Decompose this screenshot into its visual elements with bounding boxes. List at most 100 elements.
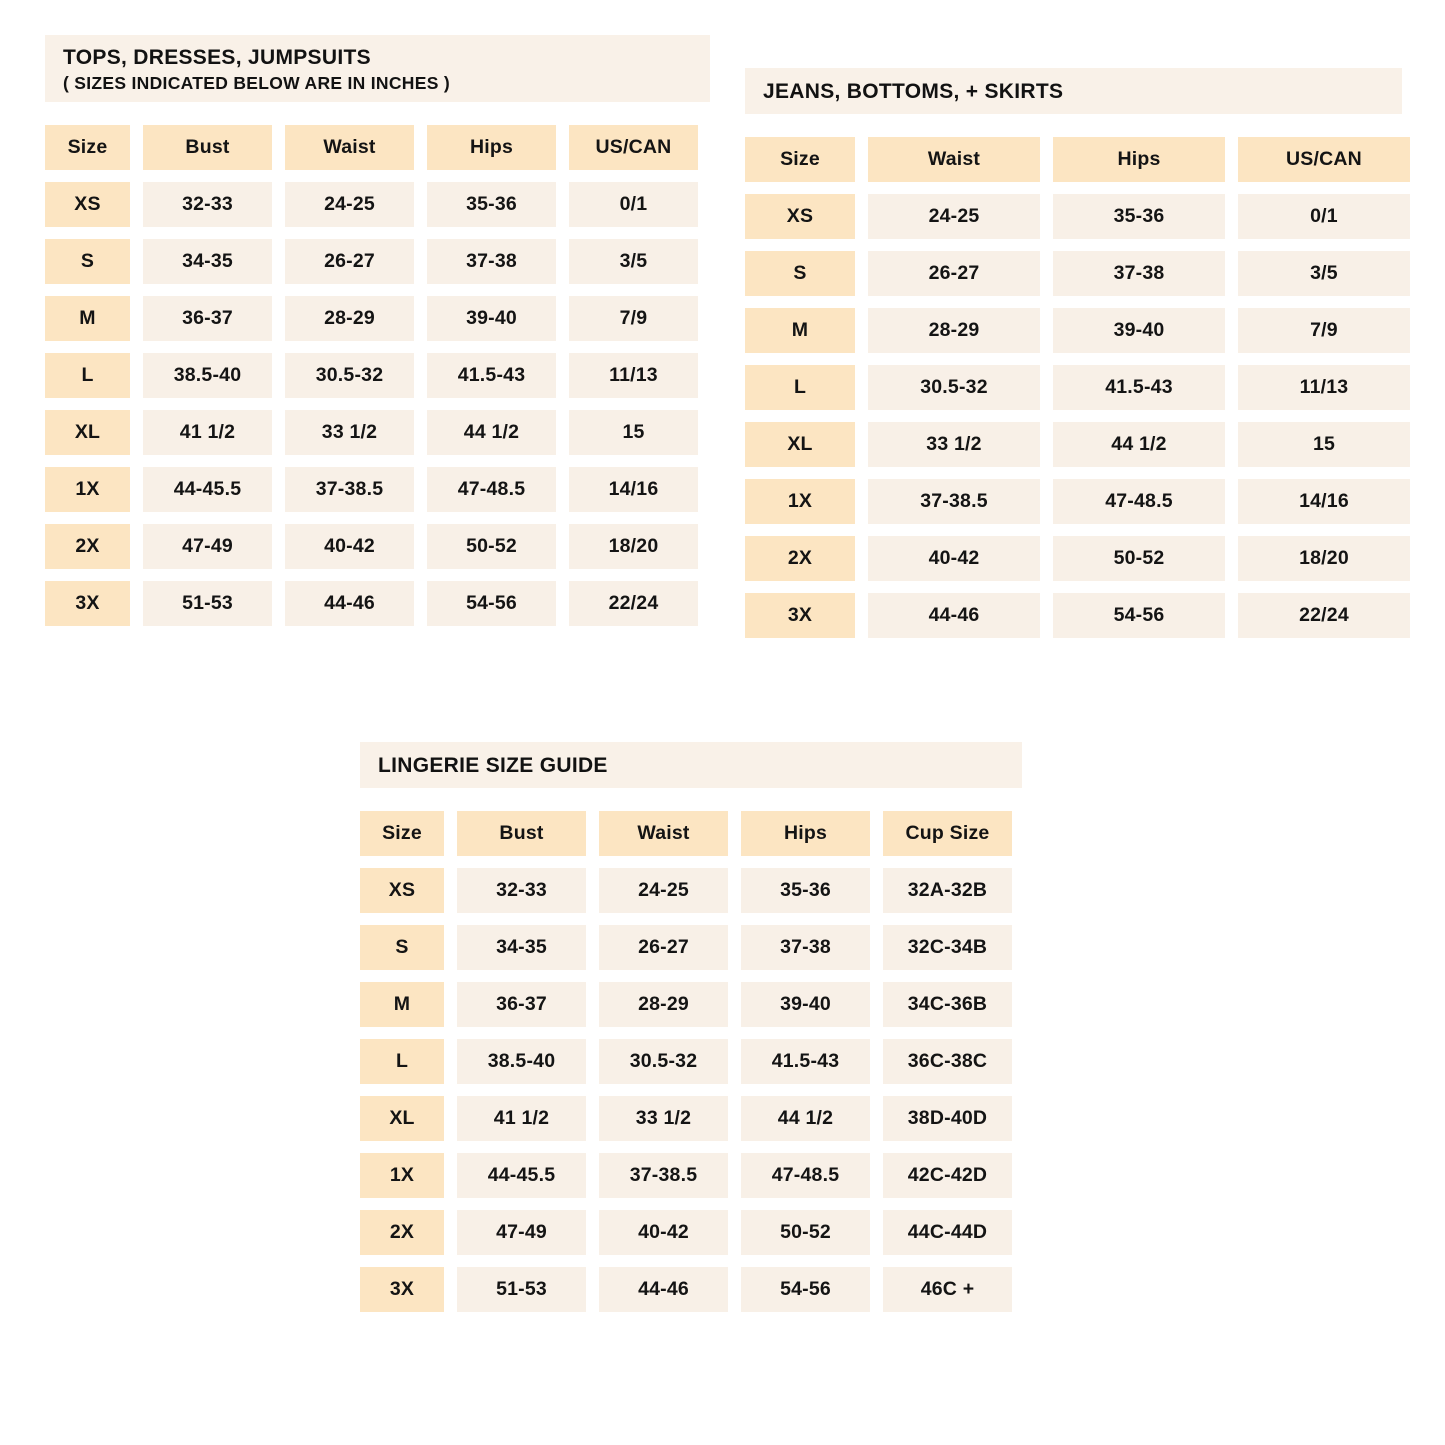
table-row: L 38.5-40 30.5-32 41.5-43 36C-38C xyxy=(360,1039,1012,1084)
table-row: 2X 47-49 40-42 50-52 18/20 xyxy=(45,524,698,569)
measurement-cell: 35-36 xyxy=(427,182,556,227)
table-row: S 26-27 37-38 3/5 xyxy=(745,251,1410,296)
measurement-cell: 47-48.5 xyxy=(1053,479,1225,524)
measurement-cell: 37-38 xyxy=(1053,251,1225,296)
measurement-cell: 38D-40D xyxy=(883,1096,1012,1141)
measurement-cell: 18/20 xyxy=(569,524,698,569)
column-header-waist: Waist xyxy=(599,811,728,856)
measurement-cell: 39-40 xyxy=(1053,308,1225,353)
table-row: S 34-35 26-27 37-38 32C-34B xyxy=(360,925,1012,970)
measurement-cell: 38.5-40 xyxy=(143,353,272,398)
table-row: 1X 37-38.5 47-48.5 14/16 xyxy=(745,479,1410,524)
table-row: 2X 47-49 40-42 50-52 44C-44D xyxy=(360,1210,1012,1255)
table-row: XS 24-25 35-36 0/1 xyxy=(745,194,1410,239)
measurement-cell: 38.5-40 xyxy=(457,1039,586,1084)
measurement-cell: 35-36 xyxy=(1053,194,1225,239)
measurement-cell: 36-37 xyxy=(143,296,272,341)
measurement-cell: 41 1/2 xyxy=(457,1096,586,1141)
measurement-cell: 40-42 xyxy=(868,536,1040,581)
measurement-cell: 30.5-32 xyxy=(285,353,414,398)
measurement-cell: 44-46 xyxy=(285,581,414,626)
measurement-cell: 37-38.5 xyxy=(599,1153,728,1198)
measurement-cell: 7/9 xyxy=(1238,308,1410,353)
size-label-cell: M xyxy=(745,308,855,353)
measurement-cell: 11/13 xyxy=(1238,365,1410,410)
measurement-cell: 30.5-32 xyxy=(868,365,1040,410)
measurement-cell: 34-35 xyxy=(457,925,586,970)
measurement-cell: 32-33 xyxy=(143,182,272,227)
column-header-size: Size xyxy=(745,137,855,182)
measurement-cell: 24-25 xyxy=(868,194,1040,239)
column-header-hips: Hips xyxy=(427,125,556,170)
measurement-cell: 44 1/2 xyxy=(427,410,556,455)
measurement-cell: 54-56 xyxy=(741,1267,870,1312)
size-label-cell: 3X xyxy=(360,1267,444,1312)
table-row: L 30.5-32 41.5-43 11/13 xyxy=(745,365,1410,410)
measurement-cell: 54-56 xyxy=(1053,593,1225,638)
table-row: XS 32-33 24-25 35-36 32A-32B xyxy=(360,868,1012,913)
size-label-cell: XL xyxy=(360,1096,444,1141)
measurement-cell: 37-38.5 xyxy=(868,479,1040,524)
lingerie-title: LINGERIE SIZE GUIDE xyxy=(378,754,608,777)
size-label-cell: 3X xyxy=(45,581,130,626)
size-label-cell: 3X xyxy=(745,593,855,638)
measurement-cell: 47-48.5 xyxy=(741,1153,870,1198)
size-label-cell: 1X xyxy=(360,1153,444,1198)
measurement-cell: 35-36 xyxy=(741,868,870,913)
table-row: 3X 51-53 44-46 54-56 46C + xyxy=(360,1267,1012,1312)
size-label-cell: L xyxy=(360,1039,444,1084)
column-header-bust: Bust xyxy=(457,811,586,856)
size-label-cell: M xyxy=(360,982,444,1027)
size-label-cell: XS xyxy=(45,182,130,227)
column-header-size: Size xyxy=(360,811,444,856)
measurement-cell: 40-42 xyxy=(285,524,414,569)
measurement-cell: 3/5 xyxy=(569,239,698,284)
table-row: 2X 40-42 50-52 18/20 xyxy=(745,536,1410,581)
table-row: 1X 44-45.5 37-38.5 47-48.5 42C-42D xyxy=(360,1153,1012,1198)
size-label-cell: L xyxy=(45,353,130,398)
size-label-cell: 2X xyxy=(360,1210,444,1255)
measurement-cell: 51-53 xyxy=(143,581,272,626)
table-row: XL 41 1/2 33 1/2 44 1/2 38D-40D xyxy=(360,1096,1012,1141)
tops-title: TOPS, DRESSES, JUMPSUITS xyxy=(63,46,371,69)
measurement-cell: 44-45.5 xyxy=(143,467,272,512)
table-row: L 38.5-40 30.5-32 41.5-43 11/13 xyxy=(45,353,698,398)
measurement-cell: 47-48.5 xyxy=(427,467,556,512)
measurement-cell: 41.5-43 xyxy=(1053,365,1225,410)
table-row: M 36-37 28-29 39-40 7/9 xyxy=(45,296,698,341)
measurement-cell: 26-27 xyxy=(599,925,728,970)
measurement-cell: 14/16 xyxy=(1238,479,1410,524)
measurement-cell: 0/1 xyxy=(569,182,698,227)
measurement-cell: 18/20 xyxy=(1238,536,1410,581)
size-label-cell: M xyxy=(45,296,130,341)
table-row: M 28-29 39-40 7/9 xyxy=(745,308,1410,353)
measurement-cell: 7/9 xyxy=(569,296,698,341)
measurement-cell: 24-25 xyxy=(285,182,414,227)
column-header-cup-size: Cup Size xyxy=(883,811,1012,856)
measurement-cell: 15 xyxy=(1238,422,1410,467)
size-label-cell: 1X xyxy=(745,479,855,524)
measurement-cell: 37-38.5 xyxy=(285,467,414,512)
measurement-cell: 50-52 xyxy=(741,1210,870,1255)
tops-subtitle: ( SIZES INDICATED BELOW ARE IN INCHES ) xyxy=(63,72,450,93)
measurement-cell: 32-33 xyxy=(457,868,586,913)
size-label-cell: S xyxy=(745,251,855,296)
size-label-cell: XS xyxy=(745,194,855,239)
measurement-cell: 30.5-32 xyxy=(599,1039,728,1084)
measurement-cell: 0/1 xyxy=(1238,194,1410,239)
size-label-cell: XL xyxy=(45,410,130,455)
table-row: XL 41 1/2 33 1/2 44 1/2 15 xyxy=(45,410,698,455)
table-header-row: Size Bust Waist Hips US/CAN xyxy=(45,125,698,170)
measurement-cell: 36-37 xyxy=(457,982,586,1027)
lingerie-table-body: XS 32-33 24-25 35-36 32A-32B S 34-35 26-27 37-38… xyxy=(360,868,1012,1312)
measurement-cell: 37-38 xyxy=(741,925,870,970)
size-guide-tops: TOPS, DRESSES, JUMPSUITS ( SIZES INDICAT… xyxy=(45,35,710,626)
size-label-cell: 2X xyxy=(745,536,855,581)
size-label-cell: 1X xyxy=(45,467,130,512)
column-header-waist: Waist xyxy=(285,125,414,170)
jeans-table-body: XS 24-25 35-36 0/1 S 26-27 37-38 3/5 M 28-29 39-40… xyxy=(745,194,1410,638)
measurement-cell: 44C-44D xyxy=(883,1210,1012,1255)
measurement-cell: 28-29 xyxy=(285,296,414,341)
measurement-cell: 3/5 xyxy=(1238,251,1410,296)
